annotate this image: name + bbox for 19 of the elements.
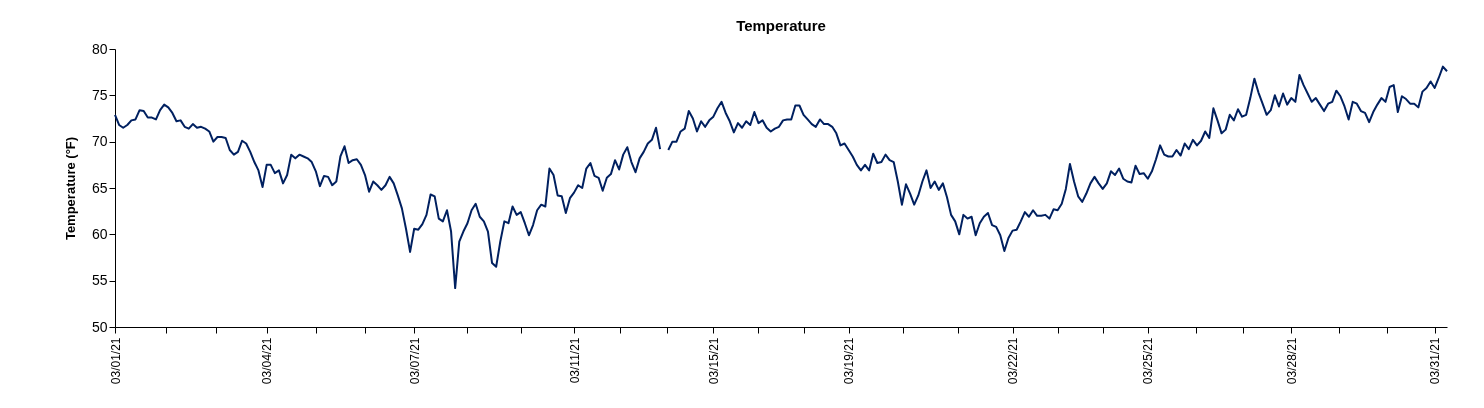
chart-title: Temperature <box>736 17 826 34</box>
x-tick-label: 03/15/21 <box>706 337 721 385</box>
x-tick-label: 03/25/21 <box>1141 337 1156 385</box>
y-tick-label: 70 <box>91 133 108 150</box>
x-tick-label: 03/31/21 <box>1428 337 1443 385</box>
x-tick-label: 03/28/21 <box>1284 337 1299 385</box>
y-tick-label: 50 <box>91 318 108 335</box>
y-tick-label: 55 <box>91 272 108 289</box>
y-tick-label: 60 <box>91 225 108 242</box>
x-tick-label: 03/01/21 <box>108 337 123 385</box>
x-tick-label: 03/04/21 <box>260 337 275 385</box>
y-tick-label: 65 <box>91 179 108 196</box>
x-tick-label: 03/07/21 <box>407 337 422 385</box>
x-tick-label: 03/19/21 <box>842 337 857 385</box>
x-tick-label: 03/11/21 <box>567 337 582 384</box>
y-tick-label: 75 <box>91 86 108 103</box>
x-tick-label: 03/22/21 <box>1006 337 1021 385</box>
y-axis-title: Temperature (°F) <box>62 136 78 241</box>
y-tick-label: 80 <box>91 40 108 57</box>
